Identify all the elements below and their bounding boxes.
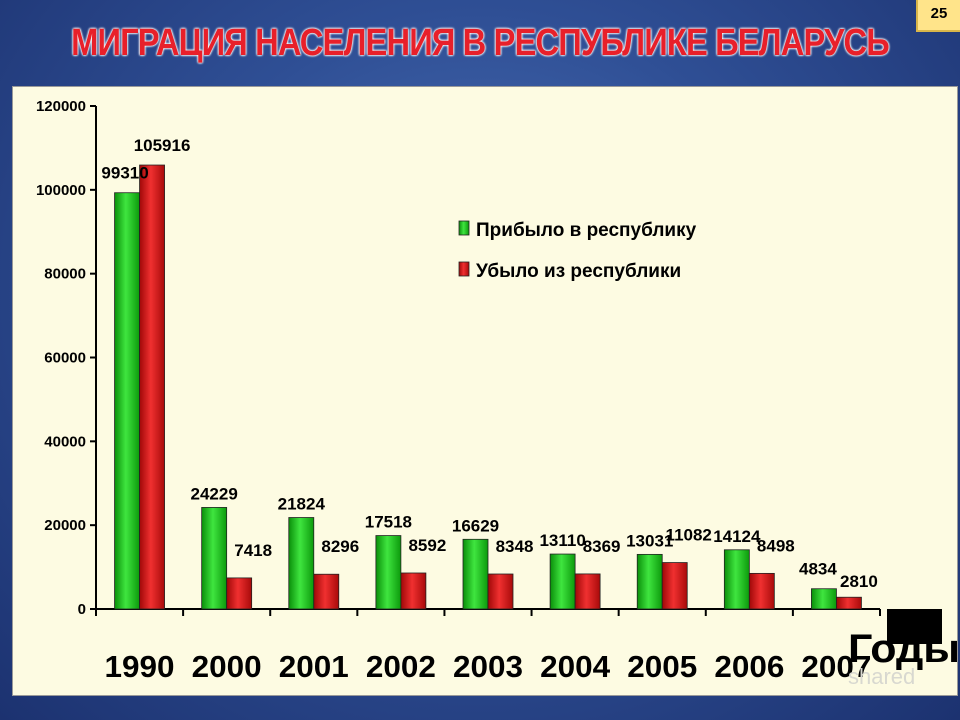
watermark: shared [848, 664, 915, 689]
bar-departed-2003 [487, 573, 514, 610]
data-label-arrived-1990: 99310 [101, 164, 148, 183]
data-label-arrived-2007: 4834 [799, 560, 837, 579]
x-tick-label-2005: 2005 [627, 649, 697, 684]
data-label-departed-2000: 7418 [234, 541, 272, 560]
data-label-departed-2002: 8592 [408, 536, 446, 555]
bar-arrived-1990 [114, 192, 140, 610]
bar-arrived-2003 [462, 538, 489, 610]
data-label-departed-2005: 11082 [666, 526, 712, 545]
data-label-arrived-2006: 14124 [713, 527, 761, 546]
bar-departed-2007 [836, 596, 862, 610]
bar-departed-2001 [313, 573, 340, 610]
x-tick-label-2002: 2002 [366, 649, 436, 684]
data-label-departed-2001: 8296 [321, 537, 359, 556]
bar-arrived-2006 [723, 549, 750, 610]
legend-label-arrived: Прибыло в республику [476, 220, 697, 241]
bar-arrived-2005 [636, 553, 663, 610]
data-label-arrived-2003: 16629 [452, 516, 499, 535]
bar-departed-1990 [139, 164, 165, 610]
x-tick-label-2001: 2001 [279, 649, 349, 684]
y-tick-label: 40000 [44, 433, 86, 450]
x-axis-title: Годы [848, 627, 960, 671]
legend-label-departed: Убыло из республики [476, 261, 681, 282]
x-tick-label-2000: 2000 [192, 649, 262, 684]
bar-arrived-2004 [549, 553, 576, 610]
data-label-departed-2007: 2810 [840, 572, 878, 591]
y-tick-label: 60000 [44, 350, 86, 367]
bar-arrived-2001 [288, 517, 315, 610]
data-label-departed-1990: 105916 [134, 136, 191, 155]
data-label-arrived-2004: 13110 [539, 531, 585, 550]
data-label-arrived-2001: 21824 [278, 495, 326, 514]
x-tick-label-2007: 2007 [801, 649, 871, 684]
bar-departed-2006 [748, 572, 775, 610]
data-label-arrived-2000: 24229 [191, 484, 238, 503]
chart-legend: Прибыло в республику Убыло из республики [458, 220, 697, 282]
x-axis-title-box [887, 609, 942, 644]
legend-swatch-departed [458, 261, 470, 277]
x-tick-label-2006: 2006 [714, 649, 784, 684]
page-number-badge: 25 [916, 0, 960, 32]
data-label-arrived-2005: 13031 [626, 531, 673, 550]
chart-bars [114, 164, 862, 610]
bar-departed-2002 [400, 572, 427, 610]
bar-departed-2000 [226, 577, 253, 610]
data-label-departed-2006: 8498 [757, 536, 795, 555]
x-tick-label-2004: 2004 [540, 649, 611, 684]
y-tick-label: 120000 [36, 98, 86, 115]
bar-departed-2005 [661, 562, 688, 610]
y-tick-label: 80000 [44, 266, 86, 283]
bar-departed-2004 [574, 573, 601, 610]
chart-labels: 99310 105916 1990 24229 7418 2000 21824 8296 200… [101, 136, 877, 684]
x-tick-label-2003: 2003 [453, 649, 523, 684]
slide-title: МИГРАЦИЯ НАСЕЛЕНИЯ В РЕСПУБЛИКЕ БЕЛАРУСЬ [71, 22, 890, 64]
bar-arrived-2002 [375, 535, 402, 610]
data-label-departed-2003: 8348 [496, 537, 534, 556]
data-label-arrived-2002: 17518 [365, 513, 412, 532]
y-tick-label: 20000 [44, 517, 86, 534]
data-label-departed-2004: 8369 [583, 537, 621, 556]
y-tick-label: 0 [78, 601, 86, 618]
legend-swatch-arrived [458, 220, 470, 236]
x-tick-label-1990: 1990 [105, 649, 175, 684]
bar-arrived-2007 [811, 588, 837, 610]
y-tick-label: 100000 [36, 182, 86, 199]
bar-arrived-2000 [201, 507, 228, 610]
